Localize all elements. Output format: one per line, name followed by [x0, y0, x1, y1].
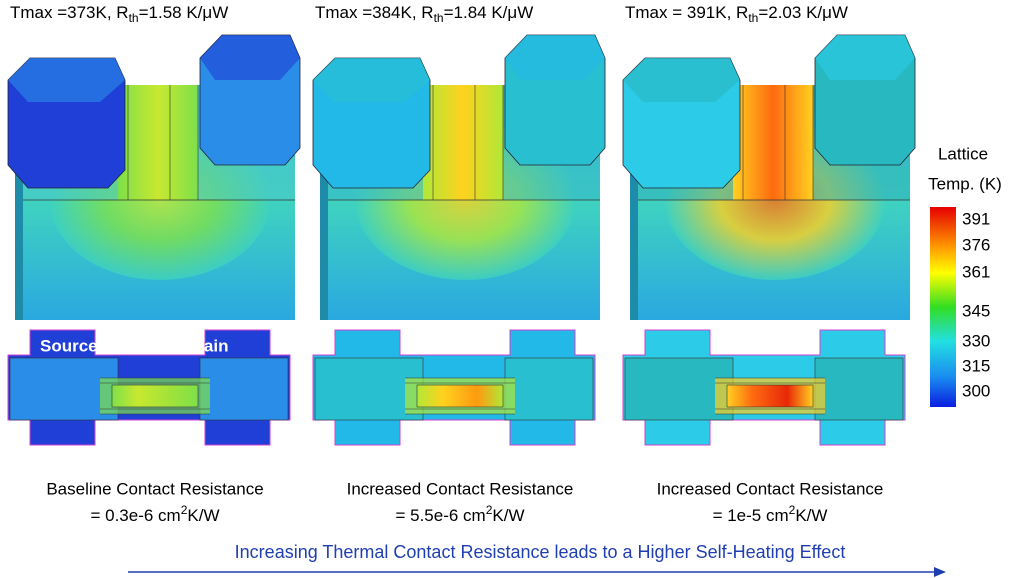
caption-part: K/W — [187, 506, 219, 525]
source-label: Source — [40, 336, 98, 355]
caption: Increased Contact Resistance — [347, 479, 574, 498]
panel-title: Tmax =384K, Rth=1.84 K/μW — [315, 3, 533, 25]
caption-part: K/W — [492, 506, 524, 525]
channel — [112, 385, 198, 407]
caption: Baseline Contact Resistance — [46, 479, 263, 498]
channel — [417, 385, 503, 407]
channel — [727, 385, 813, 407]
colorbar-tick-label: 376 — [962, 235, 990, 254]
colorbar-tick-label: 361 — [962, 262, 990, 281]
caption: Increased Contact Resistance — [657, 479, 884, 498]
title-part: Tmax =373K, R — [10, 3, 129, 22]
title-part: th — [748, 11, 758, 25]
caption: = 5.5e-6 cm2K/W — [395, 503, 524, 525]
colorbar-tick-label: 315 — [962, 356, 990, 375]
colorbar-tick-label: 391 — [962, 209, 990, 228]
footer-text: Increasing Thermal Contact Resistance le… — [235, 542, 846, 562]
panel: Tmax =373K, Rth=1.58 K/μW Baseline Contac… — [8, 3, 300, 525]
title-part: th — [129, 11, 139, 25]
panel: Tmax =384K, Rth=1.84 K/μW Increased Conta… — [313, 3, 605, 525]
title-part: Tmax = 391K, R — [625, 3, 748, 22]
title-part: =1.84 K/μW — [444, 3, 534, 22]
contact-left-top — [313, 58, 430, 102]
caption-part: = 1e-5 cm — [713, 506, 789, 525]
panel-title: Tmax =373K, Rth=1.58 K/μW — [10, 3, 228, 25]
pad-right — [815, 358, 903, 420]
drain-label: Drain — [185, 336, 228, 355]
caption: = 1e-5 cm2K/W — [713, 503, 828, 525]
figure: Tmax =373K, Rth=1.58 K/μWBaseline Contac… — [0, 0, 1021, 578]
pad-right — [200, 358, 288, 420]
panel-title: Tmax = 391K, Rth=2.03 K/μW — [625, 3, 848, 25]
colorbar — [930, 207, 956, 407]
title-part: =1.58 K/μW — [139, 3, 229, 22]
fin — [733, 85, 813, 200]
contact-left-top — [8, 58, 125, 102]
colorbar-title: Temp. (K) — [928, 174, 1002, 193]
panel: Tmax = 391K, Rth=2.03 K/μW Increased Cont… — [623, 3, 915, 525]
pad-right — [505, 358, 593, 420]
arrow-head — [934, 567, 946, 577]
title-part: th — [434, 11, 444, 25]
title-part: =2.03 K/μW — [758, 3, 848, 22]
fin — [118, 85, 198, 200]
caption-part: = 0.3e-6 cm — [90, 506, 180, 525]
colorbar-ticks: 391 376 361 345 330 315 300 — [962, 209, 990, 400]
title-part: Tmax =384K, R — [315, 3, 434, 22]
colorbar-tick-label: 345 — [962, 301, 990, 320]
fin — [423, 85, 503, 200]
caption-part: K/W — [795, 506, 827, 525]
caption-part: = 5.5e-6 cm — [395, 506, 485, 525]
colorbar-tick-label: 300 — [962, 381, 990, 400]
colorbar-tick-label: 330 — [962, 331, 990, 350]
caption: = 0.3e-6 cm2K/W — [90, 503, 219, 525]
contact-left-top — [623, 58, 740, 102]
colorbar-title: Lattice — [938, 144, 988, 163]
